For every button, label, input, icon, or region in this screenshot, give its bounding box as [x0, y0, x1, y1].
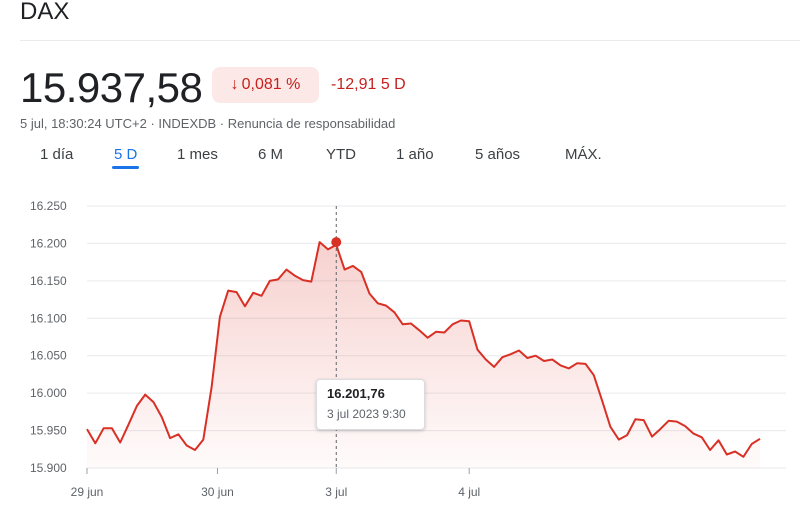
tab-1-day[interactable]: 1 día	[40, 146, 74, 163]
change-absolute: -12,91 5 D	[331, 76, 406, 93]
y-tick-label: 15.900	[30, 461, 67, 475]
y-tick-label: 16.100	[30, 311, 67, 325]
tooltip-date: 3 jul 2023 9:30	[327, 407, 406, 421]
y-tick-label: 16.050	[30, 349, 67, 363]
hover-tooltip: 16.201,76 3 jul 2023 9:30	[316, 379, 425, 430]
series-line	[86, 241, 761, 458]
x-tick-label: 29 jun	[71, 485, 104, 499]
y-tick-label: 16.250	[30, 199, 67, 213]
x-tick-label: 30 jun	[201, 485, 234, 499]
tab-5-years[interactable]: 5 años	[475, 146, 521, 163]
y-tick-label: 16.150	[30, 274, 67, 288]
tab-ytd[interactable]: YTD	[326, 146, 356, 163]
y-tick-label: 16.000	[30, 386, 67, 400]
tab-1-month[interactable]: 1 mes	[177, 146, 218, 163]
tab-1-year[interactable]: 1 año	[396, 146, 434, 163]
x-tick-label: 4 jul	[458, 485, 480, 499]
hover-point	[331, 237, 342, 248]
arrow-down-icon: ↓	[230, 76, 239, 93]
current-price: 15.937,58	[20, 64, 203, 111]
tooltip-value: 16.201,76	[327, 386, 385, 401]
tab-5-days[interactable]: 5 D	[111, 146, 140, 169]
tab-max[interactable]: MÁX.	[565, 146, 602, 163]
y-tick-label: 15.950	[30, 424, 67, 438]
change-percent-badge: ↓ 0,081 %	[212, 67, 319, 103]
tab-6-months[interactable]: 6 M	[258, 146, 284, 163]
index-title: DAX	[20, 0, 70, 25]
header-divider	[20, 40, 800, 41]
quote-meta: 5 jul, 18:30:24 UTC+2 · INDEXDB · Renunc…	[20, 116, 396, 131]
price-chart[interactable]: 16.250 16.200 16.150 16.100 16.050 16.000 15.9…	[0, 180, 800, 518]
area-fill	[87, 242, 760, 468]
change-percent: 0,081 %	[241, 76, 301, 93]
y-tick-label: 16.200	[30, 236, 67, 250]
x-tick-label: 3 jul	[325, 485, 347, 499]
